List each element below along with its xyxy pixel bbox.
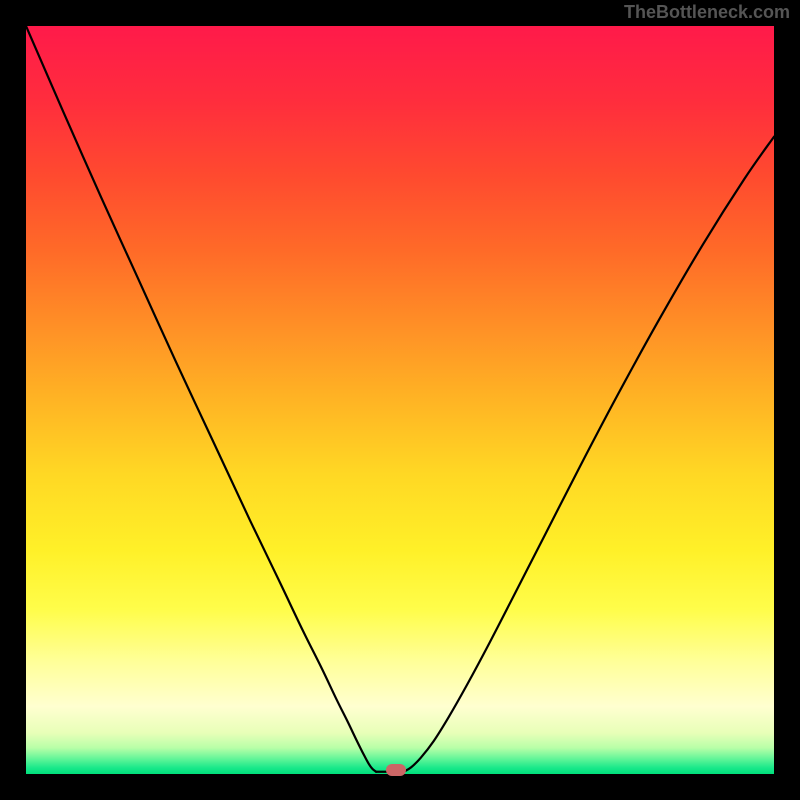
plot-area	[26, 26, 774, 774]
chart-container: TheBottleneck.com	[0, 0, 800, 800]
minimum-marker	[386, 764, 406, 776]
watermark-text: TheBottleneck.com	[624, 2, 790, 23]
curve-layer	[26, 26, 774, 774]
